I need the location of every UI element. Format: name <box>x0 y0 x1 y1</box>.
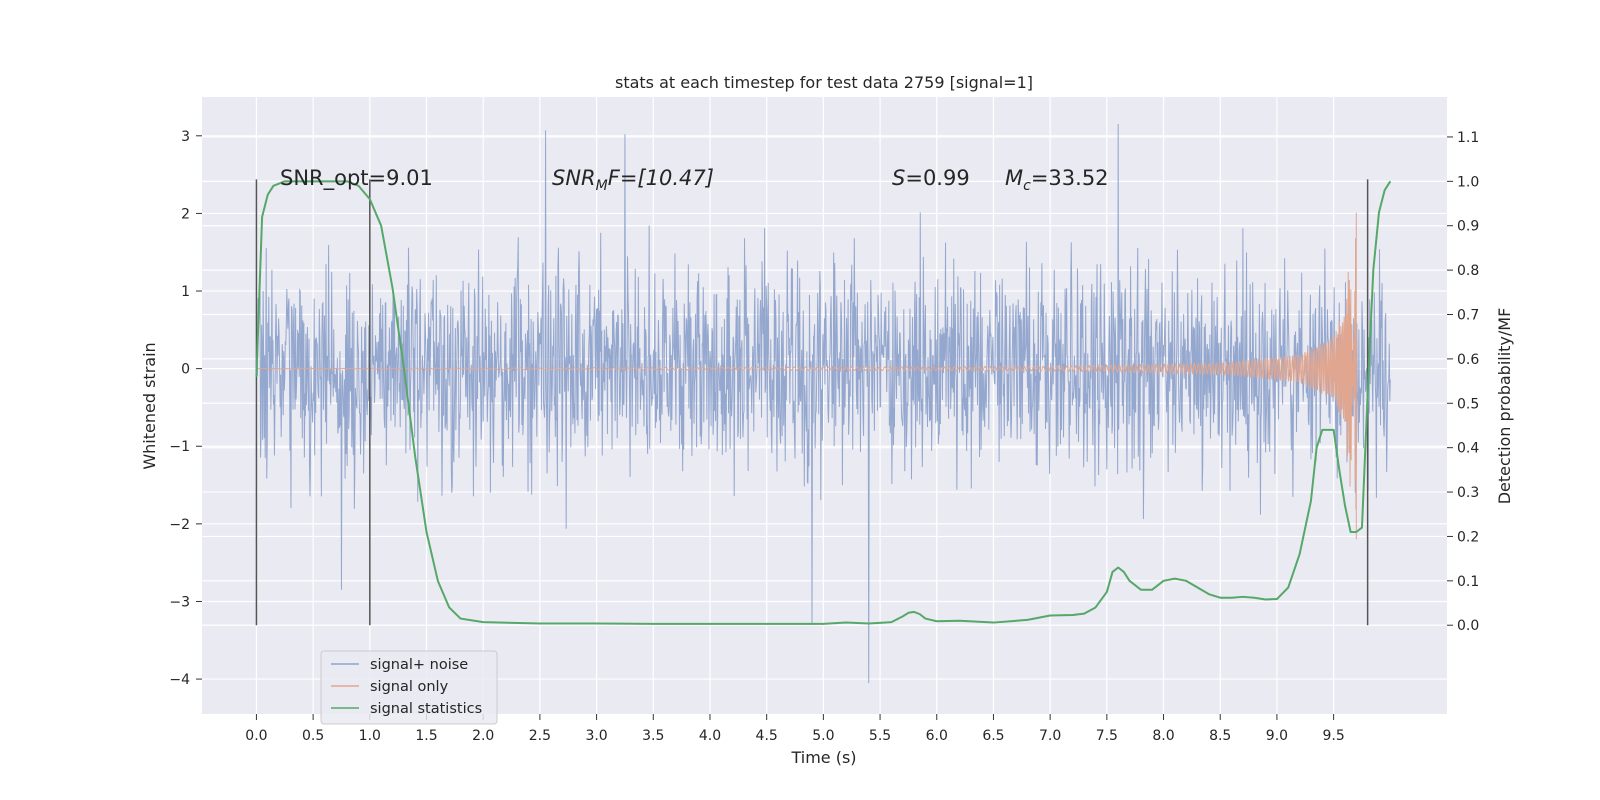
yl-tick-label-4: −1 <box>169 439 190 455</box>
x-tick-label-12: 6.0 <box>926 728 948 744</box>
x-tick-label-4: 2.0 <box>472 728 494 744</box>
yr-tick-label-5: 0.6 <box>1457 352 1479 368</box>
legend-label-signal-statistics: signal statistics <box>370 701 482 717</box>
mc-sub: c <box>1023 178 1031 194</box>
yr-tick-label-9: 0.2 <box>1457 529 1479 545</box>
yl-tick-label-2: 1 <box>181 284 190 300</box>
series-signal-only <box>256 212 1357 540</box>
legend-box <box>320 650 498 725</box>
right-axis-ticks: 1.1 1.0 0.9 0.8 0.7 0.6 0.5 0.4 0.3 0.2 0.1 0.0 <box>1447 130 1479 634</box>
x-tick-label-5: 2.5 <box>529 728 551 744</box>
x-tick-label-17: 8.5 <box>1209 728 1231 744</box>
x-tick-label-18: 9.0 <box>1266 728 1288 744</box>
x-tick-label-2: 1.0 <box>359 728 381 744</box>
x-tick-label-19: 9.5 <box>1322 728 1344 744</box>
chart-title: stats at each timestep for test data 275… <box>615 73 1033 92</box>
x-tick-label-8: 4.0 <box>699 728 721 744</box>
yr-tick-label-2: 0.9 <box>1457 219 1479 235</box>
signal-statistics-line <box>255 180 1392 625</box>
yr-tick-label-8: 0.3 <box>1457 485 1479 501</box>
yl-tick-label-6: −3 <box>169 594 190 610</box>
snr-mf-main: SNR <box>552 166 596 190</box>
x-tick-label-10: 5.0 <box>812 728 834 744</box>
left-axis-ticks: 3 2 1 0 −1 −2 −3 −4 <box>169 129 202 688</box>
signal-only-line <box>256 212 1357 540</box>
yl-tick-label-3: 0 <box>181 362 190 378</box>
yl-tick-label-0: 3 <box>181 129 190 145</box>
legend-label-signal-noise: signal+ noise <box>370 657 468 673</box>
yr-tick-label-10: 0.1 <box>1457 574 1479 590</box>
x-tick-label-15: 7.5 <box>1096 728 1118 744</box>
x-tick-label-6: 3.0 <box>585 728 607 744</box>
x-axis-label: Time (s) <box>790 748 856 767</box>
yr-tick-label-11: 0.0 <box>1457 618 1479 634</box>
yr-tick-label-4: 0.7 <box>1457 308 1479 324</box>
x-tick-label-0: 0.0 <box>245 728 267 744</box>
x-tick-label-14: 7.0 <box>1039 728 1061 744</box>
left-axis-label: Whitened strain <box>140 342 159 469</box>
series-signal-statistics <box>255 180 1392 625</box>
yl-tick-label-1: 2 <box>181 206 190 222</box>
signal-noise-line <box>255 124 1391 683</box>
x-axis-ticks: 0.0 0.5 1.0 1.5 2.0 2.5 3.0 3.5 4.0 4.5 5.0 5.5 6.0 6… <box>245 714 1345 744</box>
series-signal-noise <box>255 124 1391 683</box>
right-axis-label: Detection probability/MF <box>1495 308 1514 505</box>
x-tick-label-11: 5.5 <box>869 728 891 744</box>
yl-tick-label-5: −2 <box>169 517 190 533</box>
annotation-s: S=0.99 <box>892 166 970 190</box>
yr-tick-label-7: 0.4 <box>1457 441 1479 457</box>
annotation-snr-opt: SNR_opt=9.01 <box>280 166 433 191</box>
annotation-mc: Mc=33.52 <box>1005 166 1109 194</box>
snr-mf-sub: M <box>596 178 608 194</box>
x-tick-label-16: 8.0 <box>1152 728 1174 744</box>
x-tick-label-7: 3.5 <box>642 728 664 744</box>
x-tick-label-1: 0.5 <box>302 728 324 744</box>
legend-label-signal-only: signal only <box>370 679 449 695</box>
mc-var: M <box>1005 166 1023 190</box>
legend: signal+ noise signal only signal statist… <box>320 650 498 725</box>
x-tick-label-9: 4.5 <box>756 728 778 744</box>
yl-tick-label-7: −4 <box>169 672 190 688</box>
yr-tick-label-6: 0.5 <box>1457 396 1479 412</box>
yr-tick-label-0: 1.1 <box>1457 130 1479 146</box>
mc-rest: =33.52 <box>1031 166 1109 190</box>
s-var: S <box>892 166 905 190</box>
yr-tick-label-3: 0.8 <box>1457 263 1479 279</box>
x-tick-label-3: 1.5 <box>415 728 437 744</box>
snr-mf-rest: F=[10.47] <box>608 166 714 190</box>
yr-tick-label-1: 1.0 <box>1457 174 1479 190</box>
x-tick-label-13: 6.5 <box>982 728 1004 744</box>
s-rest: =0.99 <box>905 166 969 190</box>
annotation-snr-mf: SNRMF=[10.47] <box>552 166 714 194</box>
